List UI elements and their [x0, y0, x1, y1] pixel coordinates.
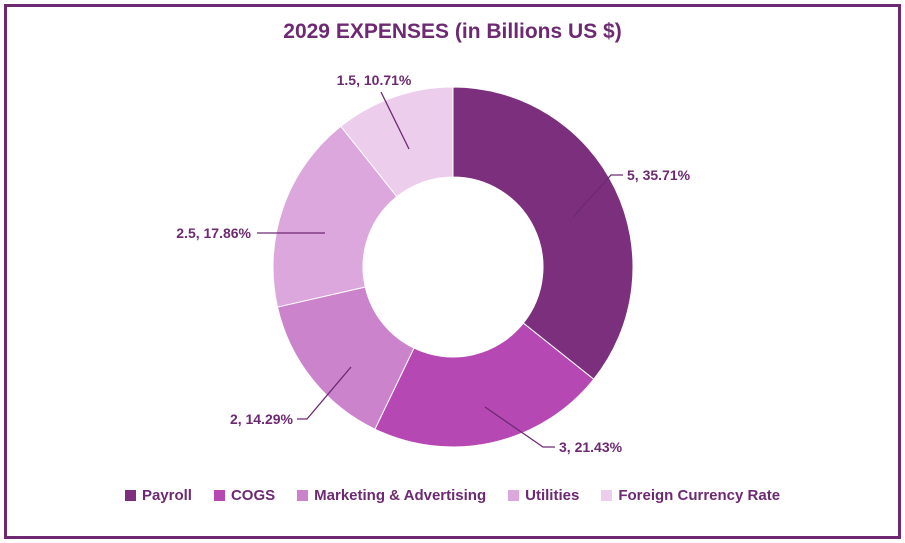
slice-cogs: [374, 322, 595, 448]
chart-title: 2029 EXPENSES (in Billions US $): [283, 20, 622, 43]
legend-item: Payroll: [124, 487, 192, 504]
slice-payroll: [452, 86, 634, 380]
legend-label: Marketing & Advertising: [314, 487, 487, 504]
legend-swatch: [124, 490, 136, 501]
legend-swatch: [601, 490, 613, 501]
legend-swatch: [508, 490, 520, 501]
data-label: 3, 21.43%: [559, 439, 623, 455]
chart-legend: Payroll COGS Marketing & Advertising Utilit…: [7, 487, 898, 504]
data-label: 1.5, 10.71%: [337, 72, 412, 88]
data-label: 5, 35.71%: [627, 167, 691, 183]
legend-swatch: [213, 490, 225, 501]
legend-label: COGS: [230, 487, 276, 504]
slice-utilities: [272, 125, 398, 308]
leader-line: [297, 366, 352, 420]
data-label: 2.5, 17.86%: [176, 225, 251, 241]
leader-line: [484, 406, 555, 448]
legend-label: Foreign Currency Rate: [618, 487, 781, 504]
legend-swatch: [297, 490, 309, 501]
donut-chart: 5, 35.71% 3, 21.43% 2, 14.29% 2.5, 17.86% 1.…: [176, 72, 691, 455]
leader-line: [572, 174, 623, 218]
legend-item: Foreign Currency Rate: [601, 487, 780, 504]
data-label: 2, 14.29%: [230, 411, 294, 427]
legend-label: Payroll: [141, 487, 192, 504]
legend-item: Utilities: [508, 487, 579, 504]
legend-item: Marketing & Advertising: [297, 487, 486, 504]
slice-foreign-currency-rate: [340, 86, 454, 198]
chart-frame: 2029 EXPENSES (in Billions US $) 5, 35.7…: [4, 4, 901, 539]
leader-line: [380, 91, 410, 150]
legend-item: COGS: [213, 487, 276, 504]
legend-label: Utilities: [525, 487, 580, 504]
